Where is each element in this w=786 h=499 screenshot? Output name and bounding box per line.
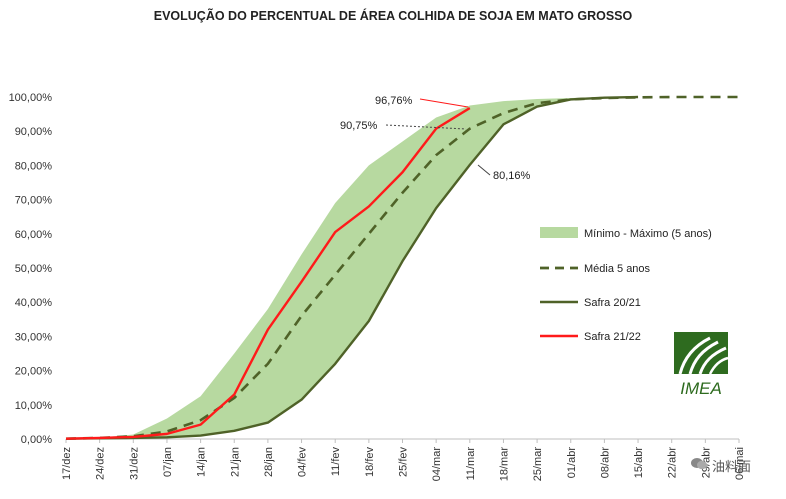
x-tick-label: 04/mar (431, 447, 443, 482)
y-tick-label: 40,00% (15, 297, 53, 309)
annotation-leader (385, 124, 467, 130)
x-tick-label: 18/fev (364, 447, 376, 477)
x-tick-label: 07/jan (162, 447, 174, 477)
watermark-text: 油料面 (712, 459, 752, 474)
y-tick-label: 30,00% (15, 331, 53, 343)
x-tick-label: 14/jan (196, 447, 208, 477)
annotation-label: 96,76% (375, 95, 413, 107)
x-tick-label: 08/abr (599, 447, 611, 479)
y-tick-label: 20,00% (15, 366, 53, 378)
y-tick-label: 70,00% (15, 195, 53, 207)
x-tick-label: 24/dez (95, 447, 107, 480)
x-tick-label: 18/mar (498, 447, 510, 482)
x-tick-label: 29/abr (700, 447, 712, 479)
range-band-area (66, 97, 639, 439)
x-tick-label: 31/dez (128, 447, 140, 480)
series-line-2 (65, 107, 471, 440)
logo-text: IMEA (680, 379, 722, 398)
legend-entry-label: Mínimo - Máximo (5 anos) (584, 228, 712, 240)
x-tick-label: 01/abr (566, 447, 578, 479)
wechat-icon (690, 457, 708, 474)
x-tick-label: 11/fev (330, 447, 342, 477)
legend-entry-label: Média 5 anos (584, 263, 651, 275)
y-tick-label: 50,00% (15, 263, 53, 275)
imea-logo: IMEA (674, 332, 729, 398)
watermark: 油料面 (690, 456, 751, 475)
y-tick-label: 10,00% (15, 400, 53, 412)
x-tick-label: 11/mar (465, 447, 477, 481)
x-tick-label: 21/jan (229, 447, 241, 477)
y-tick-label: 80,00% (15, 160, 53, 172)
y-tick-label: 60,00% (15, 229, 53, 241)
x-tick-label: 25/mar (532, 447, 544, 482)
x-tick-label: 25/fev (398, 447, 410, 477)
annotation-leader (477, 164, 491, 176)
chart-title: EVOLUÇÃO DO PERCENTUAL DE ÁREA COLHIDA D… (153, 9, 633, 23)
x-tick-label: 15/abr (633, 447, 645, 479)
y-tick-label: 0,00% (21, 434, 52, 446)
y-tick-label: 90,00% (15, 126, 53, 138)
annotation-label: 80,16% (493, 170, 531, 182)
legend-entry-label: Safra 20/21 (584, 297, 641, 309)
x-tick-label: 28/jan (263, 447, 275, 477)
x-tick-label: 17/dez (61, 447, 73, 480)
legend-entry-label: Safra 21/22 (584, 331, 641, 343)
annotation-label: 90,75% (340, 120, 378, 132)
y-tick-label: 100,00% (9, 92, 53, 104)
x-tick-label: 22/abr (667, 447, 679, 479)
x-tick-label: 06/mai (734, 447, 746, 480)
series-line-1 (65, 95, 639, 440)
legend-swatch-band (540, 227, 578, 238)
annotation-leader (419, 98, 469, 108)
x-tick-label: 04/fev (297, 447, 309, 477)
